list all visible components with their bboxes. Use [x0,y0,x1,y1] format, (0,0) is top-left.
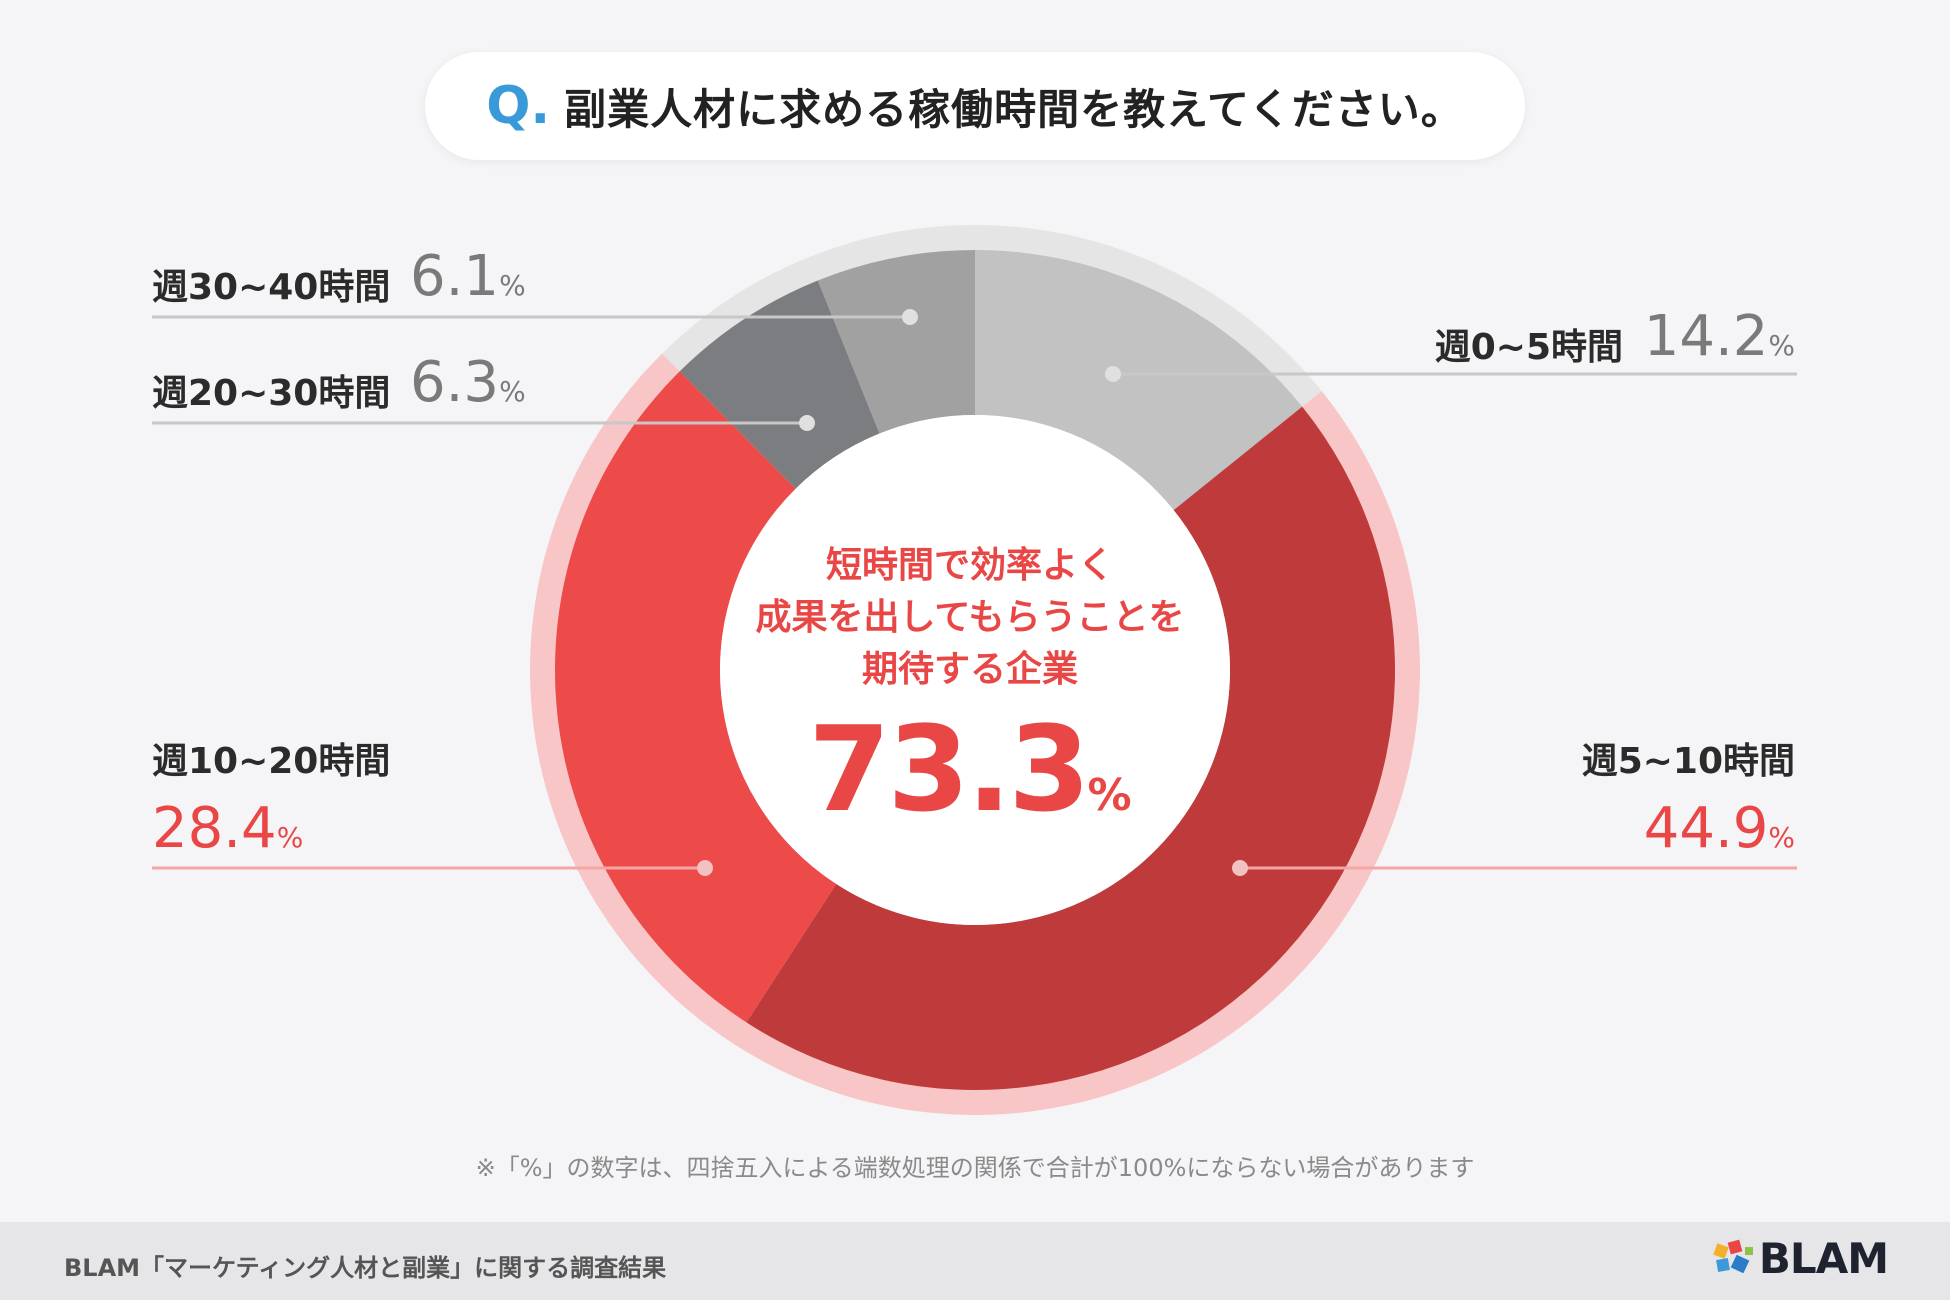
brand-logo: BLAM [1711,1234,1889,1283]
label-5-10: 週5~10時間 [1581,741,1795,782]
leader-dot [1105,366,1121,382]
leader-dot [799,415,815,431]
brand-name: BLAM [1758,1234,1889,1283]
center-caption-line: 成果を出してもらうことを [755,597,1185,638]
center-value: 73.3% [808,700,1132,838]
value-10-20: 28.4% [152,796,304,861]
value-20-30: 6.3% [410,350,526,415]
value-0-5: 14.2% [1643,304,1795,369]
donut-slice [679,280,880,489]
center-caption: 短時間で効率よく 成果を出してもらうことを 期待する企業 [720,540,1220,696]
label-10-20: 週10~20時間 [152,741,391,782]
ring-segment [808,225,975,284]
value-30-40: 6.1% [410,244,526,309]
center-caption-line: 短時間で効率よく [825,545,1114,586]
question-text: 副業人材に求める稼働時間を教えてください。 [564,84,1464,134]
label-20-30: 週20~30時間 [152,373,391,414]
ring-segment [529,353,749,1044]
center-caption-line: 期待する企業 [861,649,1078,690]
leader-dot [902,309,918,325]
donut-slice [746,406,1395,1090]
label-30-40: 週30~40時間 [152,267,391,308]
ring-segment [662,257,819,374]
donut-slice [555,371,837,1023]
source-text: BLAM「マーケティング人材と副業」に関する調査結果 [64,1254,667,1282]
footer-bar [0,1222,1950,1300]
value-5-10: 44.9% [1643,796,1795,861]
label-0-5: 週0~5時間 [1434,327,1623,368]
donut-slice [975,250,1303,511]
logo-icon [1713,1239,1753,1273]
leader-dot [697,860,713,876]
donut-slice [817,250,975,434]
donut-center [720,415,1230,925]
footnote: ※「%」の数字は、四捨五入による端数処理の関係で合計が100%にならない場合があ… [475,1154,1475,1182]
question-mark: Q. [486,76,551,136]
leader-dot [1232,860,1248,876]
ring-segment [732,390,1421,1116]
question-banner: Q. 副業人材に求める稼働時間を教えてください。 [425,52,1525,160]
